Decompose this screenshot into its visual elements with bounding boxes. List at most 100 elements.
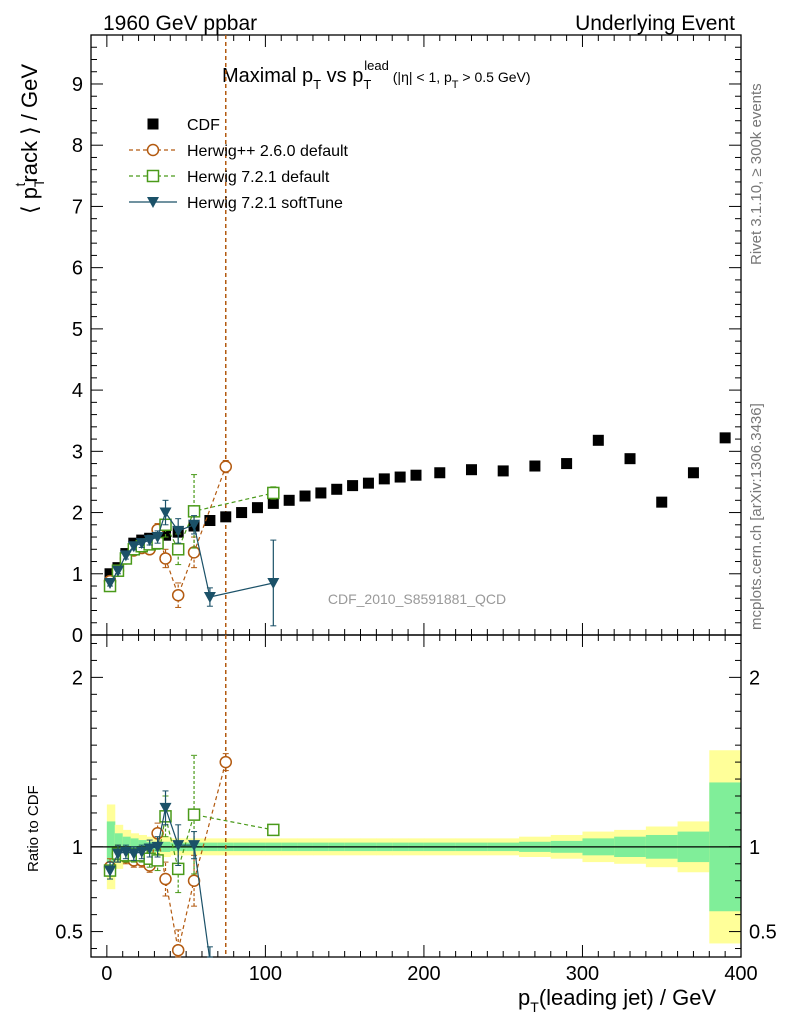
main-point-cdf — [410, 469, 422, 481]
main-ytick-label: 5 — [72, 319, 83, 341]
main-point-softtune — [159, 507, 172, 519]
ratio-ytick-label: 0.5 — [55, 922, 83, 944]
ratio-ytick-label-right: 2 — [749, 667, 760, 689]
ratio-point-herwigpp — [159, 872, 172, 886]
main-point-softtune — [104, 577, 117, 589]
ratio-point-herwigpp — [187, 874, 201, 887]
x-tick-label: 0 — [101, 963, 112, 985]
main-point-softtune — [135, 538, 148, 550]
legend-item-softtune: Herwig 7.2.1 softTune — [129, 195, 343, 212]
main-point-softtune — [119, 550, 132, 562]
ratio-point-softtune — [135, 846, 148, 858]
main-point-cdf — [283, 494, 295, 506]
x-tick-label: 400 — [724, 963, 757, 985]
header-left: 1960 GeV ppbar — [103, 12, 257, 35]
x-tick-label: 300 — [566, 963, 599, 985]
legend-item-cdf: CDF — [147, 117, 220, 134]
main-point-cdf — [315, 487, 327, 499]
main-point-cdf — [529, 460, 541, 472]
legend-label-herwig721: Herwig 7.2.1 default — [187, 169, 330, 186]
main-point-herwig721 — [171, 543, 185, 556]
ratio-ytick-label-right: 0.5 — [749, 922, 777, 944]
x-tick-label: 200 — [407, 963, 440, 985]
main-series-softtune — [104, 499, 280, 627]
ratio-series-herwig721 — [103, 754, 280, 894]
main-point-cdf — [378, 473, 390, 485]
main-point-softtune — [143, 535, 156, 547]
main-point-cdf — [104, 568, 116, 580]
main-point-cdf — [434, 467, 446, 479]
main-point-cdf — [299, 490, 311, 502]
main-ytick-label: 3 — [72, 441, 83, 463]
main-ytick-label: 2 — [72, 503, 83, 525]
ratio-ytick-label-right: 1 — [749, 837, 760, 859]
ratio-point-herwig721 — [187, 808, 201, 821]
main-ytick-label: 9 — [72, 74, 83, 96]
ratio-point-herwigpp — [171, 943, 185, 957]
main-point-softtune — [151, 532, 164, 544]
header-right: Underlying Event — [575, 12, 735, 35]
svg-text:pT(leading jet) / GeV: pT(leading jet) / GeV — [518, 985, 716, 1015]
x-axis-title: pT(leading jet) / GeV — [518, 985, 716, 1015]
main-point-cdf — [561, 458, 573, 470]
legend-marker-herwig721 — [146, 169, 160, 183]
main-series-herwig721 — [103, 474, 280, 593]
ratio-y-axis-title: Ratio to CDF — [25, 785, 42, 872]
main-point-cdf — [204, 515, 216, 527]
analysis-watermark: CDF_2010_S8591881_QCD — [328, 591, 506, 607]
legend-label-softtune: Herwig 7.2.1 softTune — [187, 195, 343, 212]
ratio-ytick-label: 1 — [72, 837, 83, 859]
main-plot-title: Maximal pT vs pTlead (|η| < 1, pT > 0.5 … — [222, 58, 531, 92]
main-point-cdf — [592, 434, 604, 446]
main-point-cdf — [236, 507, 248, 519]
main-ytick-label: 0 — [72, 625, 83, 647]
x-tick-label: 100 — [249, 963, 282, 985]
rivet-label: Rivet 3.1.10, ≥ 300k events — [748, 83, 765, 265]
main-line-herwig721 — [109, 492, 274, 587]
ratio-point-softtune — [159, 802, 172, 814]
main-point-cdf — [251, 502, 263, 514]
ratio-series-softtune — [104, 790, 213, 958]
main-point-cdf — [719, 432, 731, 444]
main-ytick-label: 6 — [72, 258, 83, 280]
main-point-herwigpp — [171, 588, 185, 602]
ratio-point-softtune — [172, 840, 185, 852]
main-point-cdf — [497, 465, 509, 477]
main-point-herwigpp — [219, 460, 233, 473]
legend-marker-herwigpp — [146, 143, 160, 157]
main-point-herwig721 — [267, 486, 280, 500]
main-point-cdf — [394, 471, 406, 483]
svg-text:⟨ pTtrack ⟩ / GeV: ⟨ pTtrack ⟩ / GeV — [12, 64, 47, 214]
legend-marker-cdf — [147, 118, 159, 130]
main-point-cdf — [347, 480, 359, 492]
ratio-point-softtune — [188, 840, 201, 852]
legend-marker-softtune — [147, 197, 159, 208]
main-point-cdf — [656, 496, 668, 508]
mcplots-label: mcplots.cern.ch [arXiv:1306.3436] — [748, 403, 765, 630]
ratio-point-softtune — [111, 848, 124, 860]
main-point-cdf — [331, 483, 343, 495]
main-ytick-label: 4 — [72, 380, 83, 402]
main-point-softtune — [111, 565, 124, 577]
ratio-point-softtune — [143, 843, 156, 855]
legend-label-herwigpp: Herwig++ 2.6.0 default — [187, 143, 349, 160]
ratio-plot: 0.5 0.5 1 1 2 2 0 100 200 300 400 — [55, 634, 777, 985]
ratio-frame — [90, 634, 742, 958]
ratio-point-softtune — [104, 865, 117, 877]
svg-text:Maximal pT vs pTlead (|η| < 1,: Maximal pT vs pTlead (|η| < 1, pT > 0.5 … — [222, 58, 531, 92]
main-point-cdf — [624, 453, 636, 465]
main-point-softtune — [203, 592, 216, 604]
main-ytick-label: 7 — [72, 196, 83, 218]
main-point-softtune — [127, 541, 140, 553]
legend-item-herwigpp: Herwig++ 2.6.0 default — [129, 143, 349, 160]
ratio-point-softtune — [127, 848, 140, 860]
legend: CDF Herwig++ 2.6.0 default Herwig 7.2.1 de… — [129, 117, 349, 212]
main-point-cdf — [267, 497, 279, 509]
main-point-softtune — [188, 519, 201, 531]
ratio-point-herwigpp — [219, 755, 233, 769]
main-point-herwigpp — [159, 552, 172, 565]
main-point-softtune — [172, 525, 185, 537]
main-point-cdf — [220, 511, 232, 523]
main-point-softtune — [267, 577, 280, 589]
